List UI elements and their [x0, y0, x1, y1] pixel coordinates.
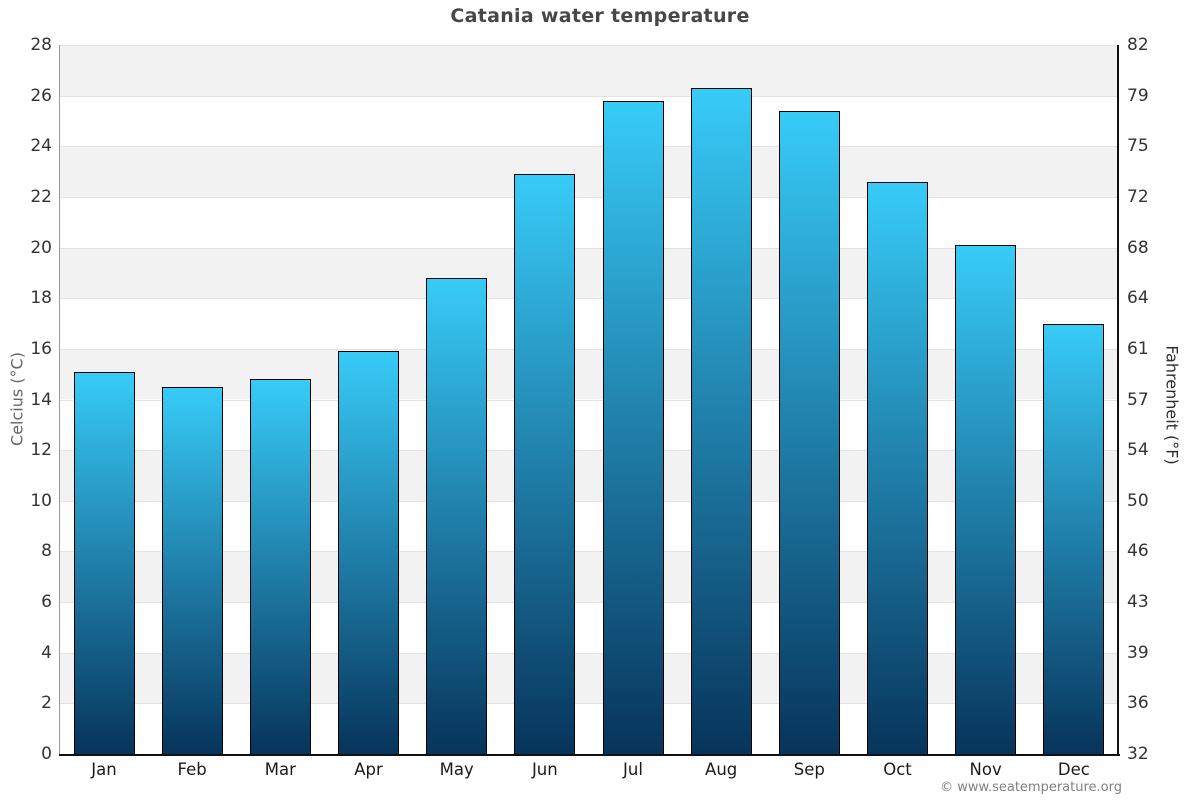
x-tick-label-oct: Oct: [883, 760, 912, 779]
plot-background-band: [60, 95, 1118, 147]
y-tick-label-celsius: 4: [41, 642, 52, 663]
bar-nov: [955, 245, 1017, 754]
gridline: [60, 196, 1118, 198]
bar-apr: [338, 351, 400, 754]
plot-background-band: [60, 652, 1118, 704]
plot-background-band: [60, 602, 1118, 653]
y-tick-label-celsius: 14: [30, 389, 52, 410]
y-tick-label-fahrenheit: 32: [1127, 744, 1149, 764]
y-tick-label-celsius: 18: [30, 288, 52, 309]
y-axis-line-left: [58, 45, 60, 754]
y-tick-label-fahrenheit: 57: [1127, 389, 1149, 410]
y-tick-label-fahrenheit: 54: [1127, 440, 1149, 461]
y-tick-label-fahrenheit: 79: [1127, 85, 1149, 106]
y-tick-label-fahrenheit: 61: [1127, 338, 1149, 359]
gridline: [60, 450, 1118, 452]
bar-aug: [690, 88, 752, 754]
x-tick-label-aug: Aug: [705, 760, 738, 779]
gridline: [60, 652, 1118, 654]
bar-jun: [514, 174, 576, 754]
plot-background-band: [60, 399, 1118, 451]
gridline: [60, 146, 1118, 148]
y-tick-label-celsius: 8: [41, 541, 52, 562]
gridline: [60, 247, 1118, 249]
y-tick-label-celsius: 16: [30, 338, 52, 359]
plot-background-band: [60, 45, 1118, 96]
plot-background-band: [60, 703, 1118, 754]
gridline: [60, 95, 1118, 97]
gridline: [60, 551, 1118, 553]
y-tick-label-celsius: 24: [30, 136, 52, 157]
y-tick-label-fahrenheit: 50: [1127, 490, 1149, 511]
y-tick-label-fahrenheit: 82: [1127, 35, 1149, 55]
x-axis-line: [58, 753, 1120, 756]
y-tick-label-celsius: 20: [30, 237, 52, 258]
x-tick-label-dec: Dec: [1057, 760, 1090, 779]
plot-background-band: [60, 146, 1118, 197]
y-tick-label-celsius: 12: [30, 440, 52, 461]
bar-dec: [1043, 323, 1105, 754]
chart-title: Catania water temperature: [450, 5, 750, 27]
gridline: [60, 602, 1118, 604]
gridline: [60, 500, 1118, 502]
plot-background-band: [60, 196, 1118, 248]
y-tick-label-celsius: 28: [30, 35, 52, 55]
x-tick-label-jul: Jul: [623, 760, 643, 779]
y-tick-label-celsius: 10: [30, 490, 52, 511]
y-tick-label-fahrenheit: 64: [1127, 288, 1149, 309]
x-tick-label-sep: Sep: [793, 760, 825, 779]
gridline: [60, 703, 1118, 705]
bar-jul: [602, 100, 664, 754]
bar-may: [426, 277, 488, 754]
y-tick-label-fahrenheit: 72: [1127, 186, 1149, 207]
x-tick-label-apr: Apr: [354, 760, 383, 779]
y-axis-line-right: [1117, 45, 1119, 754]
gridline: [60, 45, 1118, 46]
gridline: [60, 399, 1118, 401]
bar-sep: [778, 110, 840, 754]
bar-oct: [867, 181, 929, 754]
y-tick-label-celsius: 22: [30, 186, 52, 207]
x-tick-label-jun: Jun: [531, 760, 558, 779]
y-tick-label-celsius: 0: [41, 744, 52, 764]
bar-jan: [73, 371, 135, 754]
copyright-text: © www.seatemperature.org: [940, 780, 1122, 795]
x-tick-label-mar: Mar: [264, 760, 296, 779]
y-tick-label-celsius: 2: [41, 693, 52, 714]
x-tick-label-jan: Jan: [91, 760, 117, 779]
gridline: [60, 298, 1118, 300]
x-tick-label-nov: Nov: [969, 760, 1002, 779]
y-tick-label-fahrenheit: 75: [1127, 136, 1149, 157]
y-tick-label-fahrenheit: 43: [1127, 592, 1149, 613]
plot-background-band: [60, 247, 1118, 299]
y-tick-label-fahrenheit: 39: [1127, 642, 1149, 663]
y-tick-label-celsius: 26: [30, 85, 52, 106]
x-tick-label-may: May: [439, 760, 474, 779]
bar-mar: [249, 379, 311, 754]
y-tick-label-fahrenheit: 36: [1127, 693, 1149, 714]
plot-background-band: [60, 500, 1118, 552]
plot-background-band: [60, 298, 1118, 349]
plot-background-band: [60, 551, 1118, 603]
y-tick-label-fahrenheit: 46: [1127, 541, 1149, 562]
y-tick-label-fahrenheit: 68: [1127, 237, 1149, 258]
plot-background-band: [60, 348, 1118, 400]
bar-feb: [161, 386, 223, 754]
plot-background-band: [60, 450, 1118, 501]
gridline: [60, 348, 1118, 350]
y-tick-label-celsius: 6: [41, 592, 52, 613]
x-tick-label-feb: Feb: [177, 760, 207, 779]
